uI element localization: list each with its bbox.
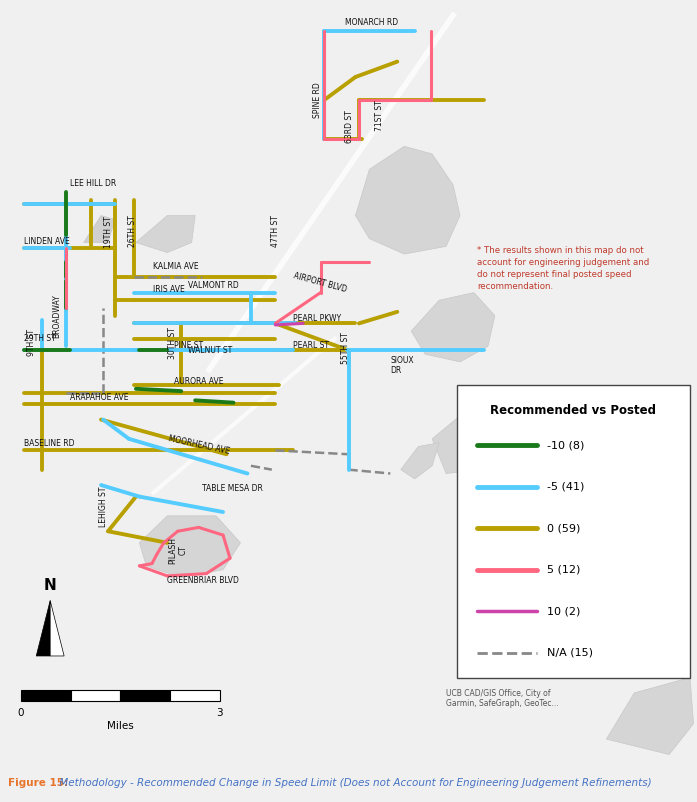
Bar xyxy=(457,385,690,678)
Text: LEHIGH ST: LEHIGH ST xyxy=(99,487,107,527)
Text: PILASH
CT: PILASH CT xyxy=(168,537,187,564)
Text: UCB CAD/GIS Office, City of
Garmin, SafeGraph, GeoTec...: UCB CAD/GIS Office, City of Garmin, Safe… xyxy=(446,689,559,708)
Polygon shape xyxy=(36,601,50,656)
Text: Miles: Miles xyxy=(107,721,134,731)
Text: 9TH ST: 9TH ST xyxy=(27,329,36,356)
Text: 26TH ST: 26TH ST xyxy=(128,215,137,247)
Text: LEE HILL DR: LEE HILL DR xyxy=(70,179,116,188)
Text: MOORHEAD AVE: MOORHEAD AVE xyxy=(167,434,230,456)
Text: 63RD ST: 63RD ST xyxy=(346,111,354,144)
Text: Recommended vs Posted: Recommended vs Posted xyxy=(490,404,657,417)
Text: BASELINE RD: BASELINE RD xyxy=(24,439,75,448)
Text: PINE ST: PINE ST xyxy=(174,342,204,350)
Text: 30TH ST: 30TH ST xyxy=(169,326,177,358)
Text: * The results shown in this map do not
account for engineering judgement and
do : * The results shown in this map do not a… xyxy=(477,246,650,291)
Text: Methodology - Recommended Change in Speed Limit (Does not Account for Engineerin: Methodology - Recommended Change in Spee… xyxy=(56,778,652,788)
Polygon shape xyxy=(411,293,495,362)
Polygon shape xyxy=(432,415,502,473)
Text: 0 (59): 0 (59) xyxy=(547,523,581,533)
Text: Figure 15:: Figure 15: xyxy=(8,778,68,788)
Text: 29TH ST: 29TH ST xyxy=(24,334,56,342)
Text: WALNUT ST: WALNUT ST xyxy=(188,346,232,354)
Polygon shape xyxy=(355,146,460,254)
Bar xyxy=(170,690,220,701)
Polygon shape xyxy=(139,516,240,577)
Polygon shape xyxy=(84,216,115,242)
Text: 0: 0 xyxy=(17,708,24,719)
Text: 71ST ST: 71ST ST xyxy=(376,100,384,131)
Text: BROADWAY: BROADWAY xyxy=(53,294,61,338)
Text: 3: 3 xyxy=(216,708,223,719)
Text: LINDEN AVE: LINDEN AVE xyxy=(24,237,70,245)
Text: 47TH ST: 47TH ST xyxy=(271,215,279,247)
Bar xyxy=(70,690,120,701)
Text: SPINE RD: SPINE RD xyxy=(313,83,321,118)
Bar xyxy=(21,690,70,701)
Text: MONARCH RD: MONARCH RD xyxy=(345,18,398,27)
Text: 5 (12): 5 (12) xyxy=(547,565,581,575)
Text: KALMIA AVE: KALMIA AVE xyxy=(153,262,199,271)
Text: VALMONT RD: VALMONT RD xyxy=(188,282,239,290)
Text: AIRPORT BLVD: AIRPORT BLVD xyxy=(293,271,348,294)
Polygon shape xyxy=(50,601,64,656)
Text: N: N xyxy=(44,577,56,593)
Text: PEARL ST: PEARL ST xyxy=(293,342,329,350)
Text: GREENBRIAR BLVD: GREENBRIAR BLVD xyxy=(167,576,239,585)
Text: IRIS AVE: IRIS AVE xyxy=(153,285,185,294)
Text: 19TH ST: 19TH ST xyxy=(104,217,112,249)
Polygon shape xyxy=(136,216,195,253)
Text: N/A (15): N/A (15) xyxy=(547,648,593,658)
Text: AURORA AVE: AURORA AVE xyxy=(174,378,224,387)
Text: TABLE MESA DR: TABLE MESA DR xyxy=(202,484,263,492)
Text: PEARL PKWY: PEARL PKWY xyxy=(293,314,341,323)
Text: SIOUX
DR: SIOUX DR xyxy=(390,356,414,375)
Text: 55TH ST: 55TH ST xyxy=(341,332,349,364)
Polygon shape xyxy=(401,443,439,479)
Text: -10 (8): -10 (8) xyxy=(547,440,585,450)
Text: -5 (41): -5 (41) xyxy=(547,481,585,492)
Polygon shape xyxy=(606,678,694,755)
Text: 10 (2): 10 (2) xyxy=(547,606,581,616)
Text: ARAPAHOE AVE: ARAPAHOE AVE xyxy=(70,393,128,402)
Bar xyxy=(120,690,170,701)
